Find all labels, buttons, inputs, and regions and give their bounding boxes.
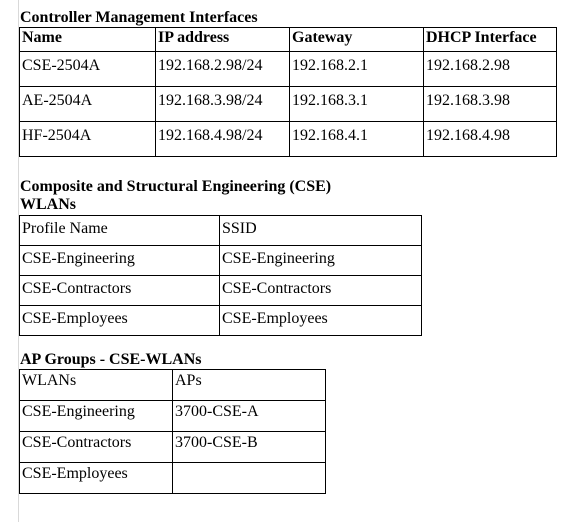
column-header-gateway: Gateway: [289, 27, 424, 52]
table-cell: 192.168.4.98: [423, 121, 557, 157]
column-header-profile-name: Profile Name: [19, 215, 220, 246]
table-cell: 192.168.2.98/24: [155, 51, 290, 87]
table-row: CSE-2504A 192.168.2.98/24 192.168.2.1 19…: [19, 51, 557, 87]
table-cell: CSE-Contractors: [19, 275, 220, 306]
table-header-row: WLANs APs: [19, 369, 326, 401]
table-cell: 3700-CSE-B: [172, 431, 326, 463]
column-header-ip-address: IP address: [155, 27, 290, 52]
page-margin-rule: [18, 0, 19, 522]
table-cell: 192.168.2.1: [289, 51, 424, 87]
table-row: CSE-Contractors 3700-CSE-B: [19, 431, 326, 463]
table-cell: 192.168.4.98/24: [155, 121, 290, 157]
table-cell: 192.168.3.98: [423, 86, 557, 122]
column-header-ssid: SSID: [219, 215, 422, 246]
table-cell: 192.168.3.98/24: [155, 86, 290, 122]
table-cell: AE-2504A: [19, 86, 156, 122]
controller-interfaces-heading: Controller Management Interfaces: [20, 9, 258, 26]
table-row: HF-2504A 192.168.4.98/24 192.168.4.1 192…: [19, 121, 557, 157]
ap-groups-heading: AP Groups - CSE-WLANs: [20, 351, 202, 368]
cse-heading: Composite and Structural Engineering (CS…: [20, 178, 332, 195]
wlans-table: Profile Name SSID CSE-Engineering CSE-En…: [19, 215, 422, 336]
table-row: AE-2504A 192.168.3.98/24 192.168.3.1 192…: [19, 86, 557, 122]
table-cell: CSE-Contractors: [19, 431, 173, 463]
column-header-name: Name: [19, 27, 156, 52]
table-cell: CSE-Engineering: [219, 245, 422, 276]
table-header-row: Name IP address Gateway DHCP Interface: [19, 27, 557, 52]
table-cell: CSE-Employees: [19, 305, 220, 336]
table-cell: CSE-2504A: [19, 51, 156, 87]
ap-groups-table: WLANs APs CSE-Engineering 3700-CSE-A CSE…: [19, 369, 326, 494]
table-cell: CSE-Engineering: [19, 400, 173, 432]
controller-interfaces-table: Name IP address Gateway DHCP Interface C…: [19, 27, 557, 157]
column-header-wlans: WLANs: [19, 369, 173, 401]
table-header-row: Profile Name SSID: [19, 215, 422, 246]
table-row: CSE-Employees: [19, 462, 326, 494]
table-cell: 192.168.2.98: [423, 51, 557, 87]
table-cell: HF-2504A: [19, 121, 156, 157]
table-cell: CSE-Contractors: [219, 275, 422, 306]
table-row: CSE-Engineering CSE-Engineering: [19, 245, 422, 276]
table-cell: CSE-Employees: [219, 305, 422, 336]
table-cell: [172, 462, 326, 494]
table-row: CSE-Employees CSE-Employees: [19, 305, 422, 336]
column-header-aps: APs: [172, 369, 326, 401]
table-cell: 3700-CSE-A: [172, 400, 326, 432]
table-cell: CSE-Engineering: [19, 245, 220, 276]
wlans-heading: WLANs: [20, 196, 77, 213]
table-row: CSE-Engineering 3700-CSE-A: [19, 400, 326, 432]
column-header-dhcp-interface: DHCP Interface: [423, 27, 557, 52]
table-cell: 192.168.4.1: [289, 121, 424, 157]
table-cell: CSE-Employees: [19, 462, 173, 494]
table-row: CSE-Contractors CSE-Contractors: [19, 275, 422, 306]
table-cell: 192.168.3.1: [289, 86, 424, 122]
